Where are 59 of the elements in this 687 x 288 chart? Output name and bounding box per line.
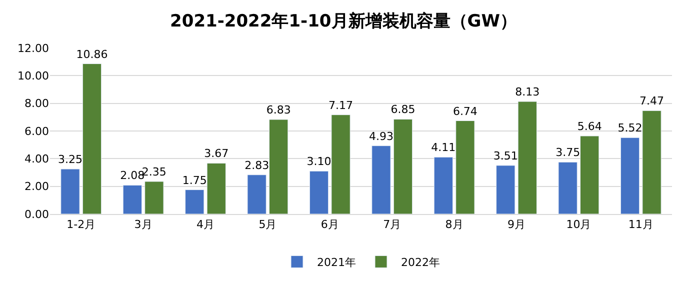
- bar: [518, 101, 537, 214]
- x-tick-label: 5月: [258, 218, 277, 232]
- y-tick-label: 10.00: [18, 70, 49, 83]
- y-tick-label: 2.00: [24, 180, 49, 194]
- bar: [393, 118, 413, 214]
- bar: [269, 119, 288, 214]
- data-label: 4.11: [431, 141, 456, 154]
- data-label: 4.93: [368, 130, 394, 143]
- legend-label: 2021年: [317, 256, 356, 269]
- data-label: 3.25: [58, 153, 82, 166]
- bar: [206, 162, 226, 214]
- bar: [331, 114, 350, 214]
- x-tick-label: 11月: [628, 218, 654, 232]
- x-tick-label: 4月: [196, 218, 214, 232]
- x-tick-label: 7月: [383, 218, 402, 232]
- bar: [496, 165, 516, 214]
- data-label: 3.51: [493, 149, 518, 162]
- bar: [642, 110, 662, 214]
- data-label: 8.13: [515, 86, 540, 99]
- y-tick-label: 8.00: [24, 97, 49, 110]
- data-label: 7.47: [640, 94, 664, 108]
- bar: [456, 120, 475, 214]
- bar: [580, 136, 600, 214]
- y-tick-label: 6.00: [24, 124, 49, 138]
- data-label: 10.86: [76, 48, 108, 61]
- y-tick-label: 12.00: [18, 42, 49, 55]
- data-label: 7.17: [328, 98, 354, 112]
- data-label: 5.64: [577, 120, 602, 133]
- data-label: 3.67: [204, 147, 229, 160]
- bar: [82, 64, 102, 214]
- data-label: 6.83: [266, 104, 291, 117]
- bar: [122, 184, 142, 214]
- x-tick-label: 1-2月: [66, 218, 96, 232]
- x-tick-label: 9月: [508, 218, 526, 232]
- x-tick-label: 3月: [134, 218, 152, 232]
- data-label: 5.52: [618, 122, 642, 135]
- chart-title: 2021-2022年1-10月新增装机容量（GW）: [170, 11, 517, 32]
- bar: [309, 170, 329, 214]
- bar: [185, 190, 204, 214]
- data-label: 6.74: [452, 104, 478, 118]
- x-tick-label: 10月: [566, 218, 592, 232]
- bar: [60, 168, 80, 214]
- x-tick-label: 6月: [320, 218, 339, 232]
- bar: [247, 174, 266, 214]
- bar: [372, 146, 391, 214]
- legend-label: 2022年: [401, 256, 440, 269]
- bar: [434, 156, 453, 214]
- y-tick-label: 4.00: [24, 152, 49, 166]
- data-label: 3.10: [306, 155, 332, 168]
- data-label: 6.85: [390, 103, 416, 116]
- bar: [620, 137, 640, 214]
- x-tick-label: 8月: [445, 218, 464, 232]
- data-label: 2.83: [244, 158, 270, 172]
- y-tick-label: 0.00: [24, 208, 49, 221]
- data-label: 2.08: [120, 169, 145, 182]
- data-label: 3.75: [556, 146, 580, 160]
- data-label: 1.75: [182, 174, 207, 187]
- bar: [558, 162, 578, 214]
- bar: [144, 181, 164, 214]
